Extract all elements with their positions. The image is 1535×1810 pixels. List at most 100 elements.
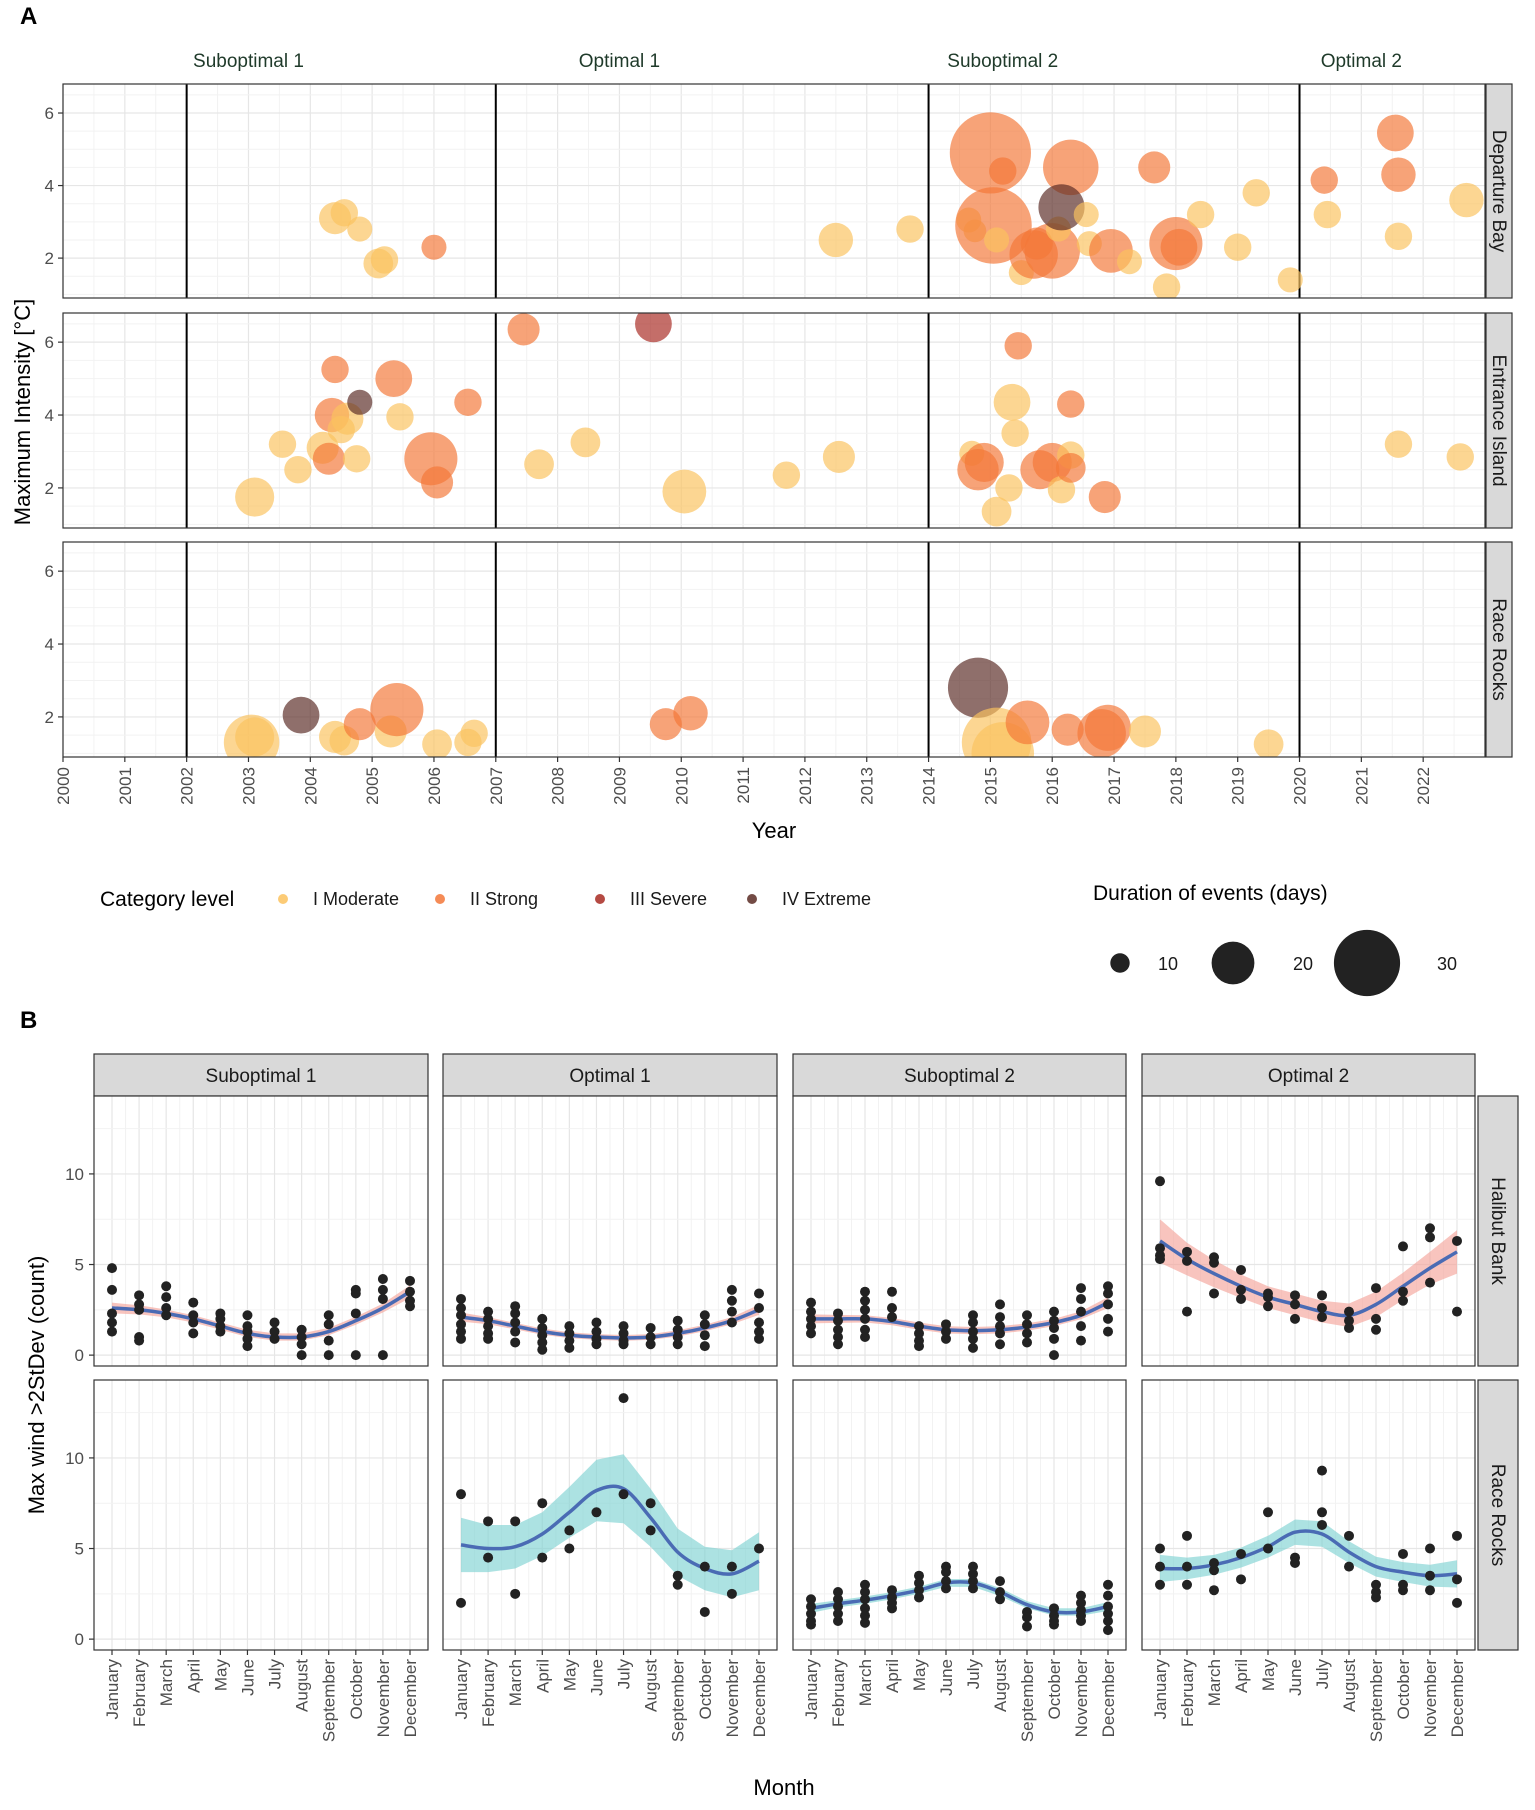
x-tick-label: November xyxy=(1072,1659,1091,1738)
x-tick-label: August xyxy=(1340,1659,1359,1712)
period-label: Suboptimal 2 xyxy=(947,51,1058,72)
data-point xyxy=(1076,1335,1086,1346)
data-point xyxy=(215,1326,226,1337)
x-tick-label: 2011 xyxy=(734,767,753,804)
data-point xyxy=(296,1350,307,1361)
data-point xyxy=(1076,1590,1086,1601)
x-tick-label: February xyxy=(1178,1659,1197,1728)
data-point xyxy=(860,1579,870,1590)
data-point xyxy=(1263,1292,1273,1303)
y-tick-label: 5 xyxy=(75,1540,84,1559)
data-point xyxy=(269,1333,280,1344)
facet-panel xyxy=(442,1095,778,1367)
data-point xyxy=(806,1321,816,1332)
data-point xyxy=(537,1322,548,1333)
y-tick-label: 10 xyxy=(65,1449,84,1468)
data-point xyxy=(645,1525,656,1536)
x-tick-label: July xyxy=(964,1659,983,1690)
data-point xyxy=(672,1332,683,1343)
data-point xyxy=(618,1321,629,1332)
panel-border xyxy=(1141,1095,1476,1367)
x-tick-label: 2019 xyxy=(1229,767,1248,805)
data-point xyxy=(1049,1350,1059,1361)
x-tick-label: 2017 xyxy=(1105,767,1124,805)
data-point xyxy=(1425,1232,1435,1243)
x-tick-label: January xyxy=(802,1659,821,1720)
panel-b-x-title: Month xyxy=(753,1775,814,1800)
data-point xyxy=(1209,1585,1219,1596)
bubble-point xyxy=(347,216,373,242)
bubble-point xyxy=(507,313,540,346)
data-point xyxy=(726,1561,737,1572)
x-tick-label: 2010 xyxy=(672,767,691,805)
bubble-point xyxy=(949,112,1032,194)
data-point xyxy=(510,1317,521,1328)
x-tick-label: June xyxy=(937,1659,956,1696)
data-point xyxy=(564,1525,575,1536)
data-point xyxy=(968,1561,978,1572)
y-tick-label: 2 xyxy=(45,479,54,498)
legend-category: Category level I Moderate II Strong III Se… xyxy=(100,888,871,911)
x-tick-label: 2021 xyxy=(1352,767,1371,805)
data-point xyxy=(860,1617,870,1628)
y-tick-label: 4 xyxy=(45,635,54,654)
facet-departure-bay: 2 4 6 Departure Bay xyxy=(45,83,1513,299)
data-point xyxy=(1022,1337,1032,1348)
data-point xyxy=(1022,1621,1032,1632)
facet-strip xyxy=(1485,541,1513,758)
data-point xyxy=(1049,1306,1059,1317)
column-strip xyxy=(93,1053,429,1097)
data-point xyxy=(699,1330,710,1341)
bubbles xyxy=(223,657,1284,757)
x-tick-label: July xyxy=(1313,1659,1332,1690)
legend-size-title: Duration of events (days) xyxy=(1093,882,1328,905)
data-point xyxy=(1022,1612,1032,1623)
data-point xyxy=(215,1313,226,1324)
data-point xyxy=(618,1489,629,1500)
data-point xyxy=(1452,1597,1462,1608)
bubble-point xyxy=(422,729,452,757)
data-point xyxy=(1290,1299,1300,1310)
x-tick-label: June xyxy=(1286,1659,1305,1696)
data-point xyxy=(860,1603,870,1614)
panel-border xyxy=(93,1095,429,1367)
bubble-point xyxy=(454,388,482,416)
period-labels: Suboptimal 1 Optimal 1 Suboptimal 2 Optimal… xyxy=(193,51,1402,72)
panel-border xyxy=(62,541,1486,758)
data-point xyxy=(806,1328,816,1339)
data-point xyxy=(1398,1241,1408,1252)
data-point xyxy=(1317,1507,1327,1518)
legend-size-key xyxy=(1110,953,1130,973)
data-point xyxy=(1049,1333,1059,1344)
x-tick-label: March xyxy=(1205,1659,1224,1706)
data-point xyxy=(296,1339,307,1350)
bubble-point xyxy=(330,199,359,227)
data-point xyxy=(1103,1590,1113,1601)
data-point xyxy=(456,1326,466,1337)
bubble-point xyxy=(386,403,414,431)
data-point xyxy=(1155,1561,1165,1572)
x-tick-label: October xyxy=(1394,1659,1413,1720)
data-point xyxy=(726,1588,737,1599)
data-point xyxy=(699,1310,710,1321)
data-point xyxy=(537,1337,548,1348)
bubble-point xyxy=(524,449,554,480)
bubble-point xyxy=(947,657,1009,718)
data-point xyxy=(510,1308,521,1319)
x-tick-label: 2007 xyxy=(487,767,506,805)
facet-strip-label: Departure Bay xyxy=(1488,130,1509,253)
data-point xyxy=(806,1619,816,1630)
x-tick-label: 2003 xyxy=(239,767,258,805)
legend-size-label: 10 xyxy=(1158,954,1178,974)
data-point xyxy=(1371,1324,1381,1335)
data-point xyxy=(833,1616,843,1627)
x-tick-label: July xyxy=(266,1659,285,1690)
x-tick-label: 2008 xyxy=(549,767,568,805)
row-strip xyxy=(1477,1095,1519,1367)
data-point xyxy=(591,1326,602,1337)
bubble-point xyxy=(1038,184,1085,231)
data-point xyxy=(1076,1306,1086,1317)
facet-race-rocks: 2 4 6 Race Rocks xyxy=(45,541,1513,758)
data-point xyxy=(1425,1570,1435,1581)
data-point xyxy=(1290,1290,1300,1301)
